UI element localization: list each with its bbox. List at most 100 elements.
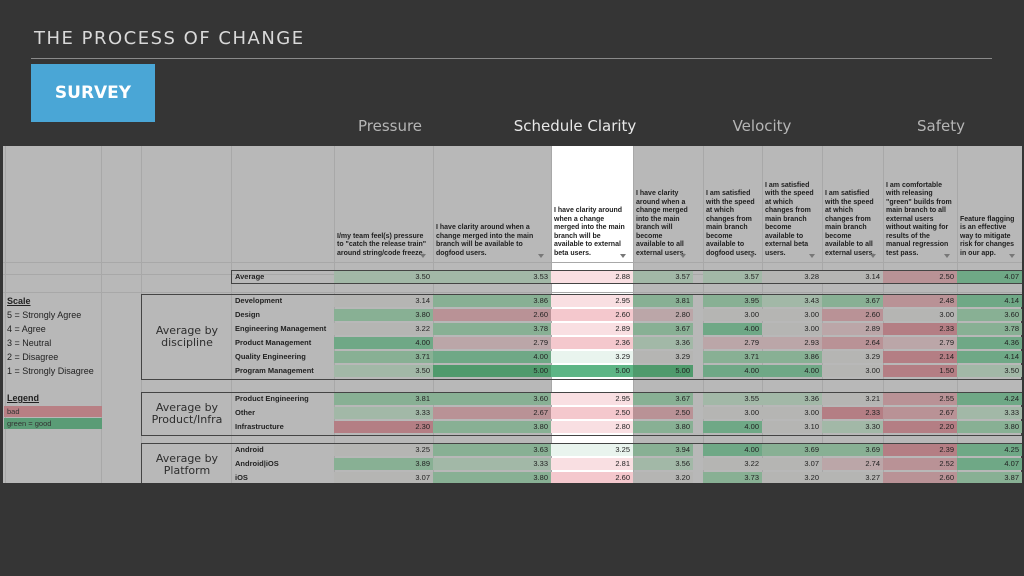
value-cell[interactable]: 3.00 <box>762 323 822 335</box>
value-cell[interactable]: 2.80 <box>633 309 693 321</box>
value-cell[interactable]: 2.36 <box>551 337 633 349</box>
value-cell[interactable]: 3.10 <box>762 421 822 433</box>
column-header[interactable]: I am comfortable with releasing "green" … <box>886 148 952 260</box>
value-cell[interactable]: 3.25 <box>551 444 633 456</box>
value-cell[interactable]: 2.93 <box>762 337 822 349</box>
value-cell[interactable]: 3.69 <box>762 444 822 456</box>
value-cell[interactable]: 2.48 <box>883 295 957 307</box>
value-cell[interactable]: 2.81 <box>551 458 633 470</box>
value-cell[interactable]: 4.14 <box>957 295 1022 307</box>
value-cell[interactable]: 2.30 <box>334 421 433 433</box>
value-cell[interactable]: 3.50 <box>957 365 1022 377</box>
filter-icon[interactable] <box>749 254 755 258</box>
column-header[interactable]: I/my team feel(s) pressure to "catch the… <box>337 148 428 260</box>
value-cell[interactable]: 3.69 <box>822 444 883 456</box>
value-cell[interactable]: 3.00 <box>703 309 762 321</box>
value-cell[interactable]: 3.21 <box>822 393 883 405</box>
value-cell[interactable]: 2.67 <box>433 407 551 419</box>
filter-icon[interactable] <box>870 254 876 258</box>
value-cell[interactable]: 4.00 <box>433 351 551 363</box>
value-cell[interactable]: 3.80 <box>957 421 1022 433</box>
value-cell[interactable]: 3.71 <box>703 351 762 363</box>
value-cell[interactable]: 3.00 <box>762 407 822 419</box>
filter-icon[interactable] <box>420 254 426 258</box>
value-cell[interactable]: 3.57 <box>703 271 762 283</box>
value-cell[interactable]: 4.24 <box>957 393 1022 405</box>
value-cell[interactable]: 4.25 <box>957 444 1022 456</box>
value-cell[interactable]: 2.80 <box>551 421 633 433</box>
value-cell[interactable]: 3.29 <box>822 351 883 363</box>
value-cell[interactable]: 3.73 <box>703 472 762 483</box>
value-cell[interactable]: 5.00 <box>551 365 633 377</box>
value-cell[interactable]: 2.14 <box>883 351 957 363</box>
value-cell[interactable]: 3.20 <box>762 472 822 483</box>
value-cell[interactable]: 3.81 <box>334 393 433 405</box>
value-cell[interactable]: 2.60 <box>883 472 957 483</box>
value-cell[interactable]: 3.57 <box>633 271 693 283</box>
value-cell[interactable]: 3.53 <box>433 271 551 283</box>
filter-icon[interactable] <box>809 254 815 258</box>
value-cell[interactable]: 3.67 <box>633 393 693 405</box>
value-cell[interactable]: 3.56 <box>633 458 693 470</box>
value-cell[interactable]: 3.63 <box>433 444 551 456</box>
value-cell[interactable]: 3.25 <box>334 444 433 456</box>
column-header[interactable]: I have clarity around when a change merg… <box>636 148 688 260</box>
value-cell[interactable]: 5.00 <box>633 365 693 377</box>
filter-icon[interactable] <box>1009 254 1015 258</box>
value-cell[interactable]: 4.00 <box>703 444 762 456</box>
value-cell[interactable]: 2.50 <box>883 271 957 283</box>
value-cell[interactable]: 3.67 <box>633 323 693 335</box>
value-cell[interactable]: 2.79 <box>703 337 762 349</box>
filter-icon[interactable] <box>620 254 626 258</box>
value-cell[interactable]: 3.27 <box>822 472 883 483</box>
value-cell[interactable]: 2.95 <box>551 295 633 307</box>
column-header[interactable]: I have clarity around when a change merg… <box>554 148 628 260</box>
value-cell[interactable]: 2.74 <box>822 458 883 470</box>
value-cell[interactable]: 3.80 <box>433 472 551 483</box>
value-cell[interactable]: 2.88 <box>551 271 633 283</box>
value-cell[interactable]: 3.29 <box>551 351 633 363</box>
value-cell[interactable]: 2.50 <box>551 407 633 419</box>
value-cell[interactable]: 3.22 <box>703 458 762 470</box>
value-cell[interactable]: 2.79 <box>433 337 551 349</box>
value-cell[interactable]: 3.28 <box>762 271 822 283</box>
value-cell[interactable]: 3.60 <box>433 393 551 405</box>
value-cell[interactable]: 3.87 <box>957 472 1022 483</box>
column-header[interactable]: I am satisfied with the speed at which c… <box>825 148 878 260</box>
value-cell[interactable]: 4.07 <box>957 458 1022 470</box>
value-cell[interactable]: 4.14 <box>957 351 1022 363</box>
value-cell[interactable]: 3.43 <box>762 295 822 307</box>
value-cell[interactable]: 4.00 <box>334 337 433 349</box>
value-cell[interactable]: 3.50 <box>334 271 433 283</box>
value-cell[interactable]: 2.33 <box>822 407 883 419</box>
value-cell[interactable]: 2.60 <box>551 472 633 483</box>
value-cell[interactable]: 3.80 <box>334 309 433 321</box>
value-cell[interactable]: 3.20 <box>633 472 693 483</box>
value-cell[interactable]: 3.55 <box>703 393 762 405</box>
value-cell[interactable]: 4.00 <box>703 323 762 335</box>
value-cell[interactable]: 3.36 <box>762 393 822 405</box>
value-cell[interactable]: 2.55 <box>883 393 957 405</box>
value-cell[interactable]: 1.50 <box>883 365 957 377</box>
value-cell[interactable]: 4.00 <box>762 365 822 377</box>
value-cell[interactable]: 2.67 <box>883 407 957 419</box>
value-cell[interactable]: 3.50 <box>334 365 433 377</box>
value-cell[interactable]: 3.80 <box>433 421 551 433</box>
value-cell[interactable]: 3.60 <box>957 309 1022 321</box>
value-cell[interactable]: 3.94 <box>633 444 693 456</box>
value-cell[interactable]: 2.33 <box>883 323 957 335</box>
value-cell[interactable]: 3.81 <box>633 295 693 307</box>
value-cell[interactable]: 4.36 <box>957 337 1022 349</box>
value-cell[interactable]: 3.14 <box>334 295 433 307</box>
value-cell[interactable]: 2.89 <box>822 323 883 335</box>
column-header[interactable]: Feature flagging is an effective way to … <box>960 148 1017 260</box>
value-cell[interactable]: 3.22 <box>334 323 433 335</box>
value-cell[interactable]: 3.71 <box>334 351 433 363</box>
value-cell[interactable]: 4.07 <box>957 271 1022 283</box>
filter-icon[interactable] <box>944 254 950 258</box>
value-cell[interactable]: 3.30 <box>822 421 883 433</box>
value-cell[interactable]: 3.67 <box>822 295 883 307</box>
value-cell[interactable]: 3.86 <box>433 295 551 307</box>
value-cell[interactable]: 2.64 <box>822 337 883 349</box>
value-cell[interactable]: 2.60 <box>433 309 551 321</box>
